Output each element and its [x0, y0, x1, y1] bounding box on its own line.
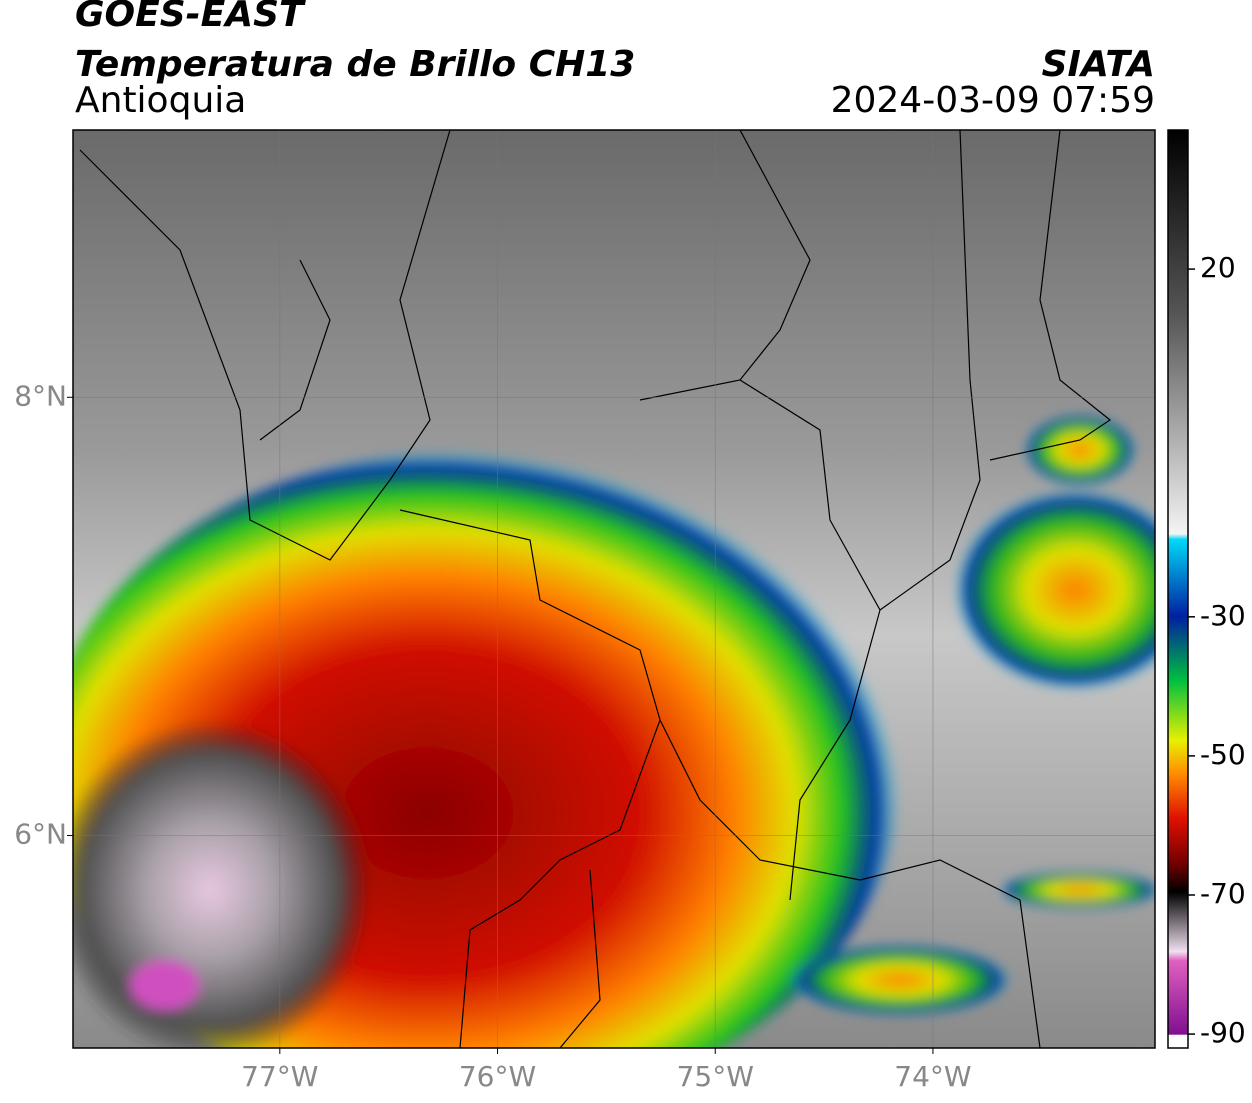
lat-label: 8°N: [14, 379, 67, 412]
region: Antioquia: [75, 80, 246, 121]
graticule: [73, 130, 1155, 1048]
map-image: [73, 130, 1155, 1048]
lon-label: 75°W: [677, 1060, 754, 1093]
title: GOES-EAST: [75, 0, 306, 35]
timestamp: 2024-03-09 07:59: [831, 80, 1155, 121]
lon-label: 74°W: [894, 1060, 971, 1093]
subtitle: Temperatura de Brillo CH13: [75, 44, 635, 85]
lat-label: 6°N: [14, 817, 67, 850]
colorbar-label: -90: [1200, 1016, 1246, 1049]
map-frame: [72, 129, 1156, 1049]
colorbar-label: -30: [1200, 599, 1246, 632]
source: SIATA: [1042, 44, 1155, 85]
lon-label: 76°W: [459, 1060, 536, 1093]
colorbar-label: -70: [1200, 877, 1246, 910]
colorbar: [1167, 129, 1189, 1049]
lon-label: 77°W: [241, 1060, 318, 1093]
colorbar-label: -50: [1200, 738, 1246, 771]
colorbar-label: 20: [1200, 251, 1236, 284]
